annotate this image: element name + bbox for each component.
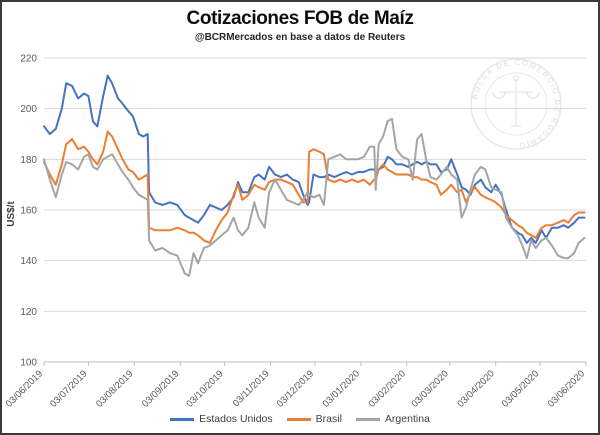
y-tick-label: 180 bbox=[20, 155, 37, 166]
y-tick-label: 200 bbox=[20, 104, 37, 115]
series-line-argentina bbox=[43, 117, 586, 277]
legend-item-brasil: Brasil bbox=[286, 413, 342, 425]
legend-line-swatch bbox=[170, 417, 195, 421]
x-tick-label: 03/11/2019 bbox=[231, 368, 272, 409]
y-tick-label: 100 bbox=[20, 358, 37, 369]
x-tick-label: 03/06/2019 bbox=[4, 368, 45, 409]
series-line-brasil bbox=[43, 130, 586, 244]
legend-label: Estados Unidos bbox=[199, 413, 273, 425]
y-tick-label: 160 bbox=[20, 206, 37, 217]
watermark-seal: BOLSA DE COMERCIO DE ROSARIO bbox=[470, 58, 562, 150]
chart-subtitle: @BCRMercados en base a datos de Reuters bbox=[194, 32, 406, 43]
x-tick-label: 03/07/2019 bbox=[48, 368, 89, 409]
y-tick-label: 220 bbox=[20, 54, 37, 65]
y-tick-label: 120 bbox=[20, 307, 37, 318]
legend-line-swatch bbox=[355, 417, 380, 421]
x-tick-label: 03/01/2020 bbox=[321, 368, 362, 409]
x-tick-label: 03/03/2020 bbox=[409, 368, 450, 409]
x-tick-label: 03/10/2019 bbox=[184, 368, 225, 409]
x-tick-label: 03/05/2020 bbox=[500, 368, 541, 409]
x-tick-label: 03/02/2020 bbox=[367, 368, 408, 409]
x-tick-label: 03/04/2020 bbox=[455, 368, 496, 409]
legend-label: Argentina bbox=[384, 413, 430, 425]
legend-item-argentina: Argentina bbox=[355, 413, 430, 425]
x-tick-label: 03/12/2019 bbox=[275, 368, 316, 409]
legend-line-swatch bbox=[286, 417, 311, 421]
y-tick-label: 140 bbox=[20, 256, 37, 267]
legend: Estados Unidos Brasil Argentina bbox=[2, 413, 598, 425]
x-tick-label: 03/06/2020 bbox=[546, 368, 587, 409]
y-axis-title: US$/t bbox=[6, 201, 17, 227]
legend-label: Brasil bbox=[315, 413, 342, 425]
x-tick-label: 03/09/2019 bbox=[140, 368, 181, 409]
legend-item-estados-unidos: Estados Unidos bbox=[170, 413, 273, 425]
chart-title: Cotizaciones FOB de Maíz bbox=[186, 8, 414, 29]
scales-icon bbox=[492, 74, 540, 127]
x-tick-label: 03/08/2019 bbox=[94, 368, 135, 409]
